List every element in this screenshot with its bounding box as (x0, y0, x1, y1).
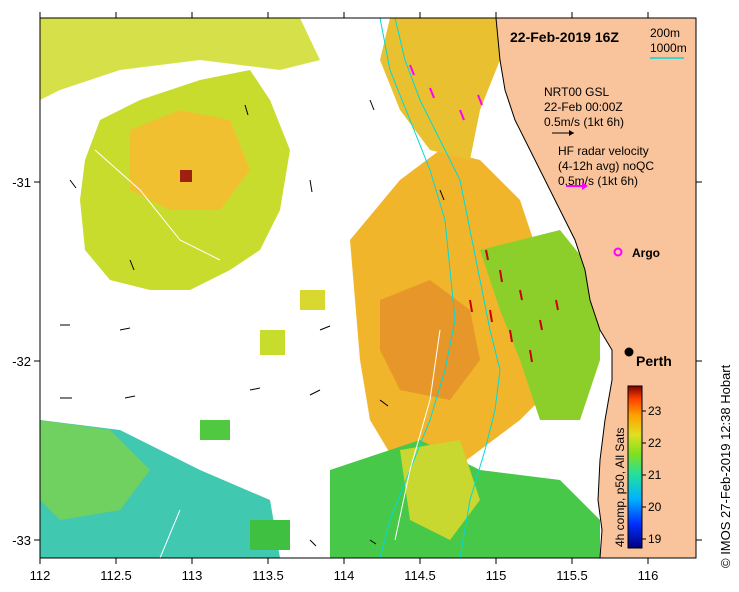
radar-vectors (469, 249, 559, 363)
x-tick: 116 (638, 568, 659, 583)
radar-legend-line2: (4-12h avg) noQC (558, 159, 654, 173)
plot-frame (39, 17, 697, 559)
x-tick: 113 (182, 568, 203, 583)
x-tick: 115 (486, 568, 507, 583)
colorbar-tick: 22 (648, 436, 662, 450)
sst-patch-coastal-north (380, 18, 500, 160)
colorbar-tick: 20 (648, 500, 662, 514)
radar-legend-line3: 0.5m/s (1kt 6h) (558, 174, 638, 188)
colorbar (627, 385, 643, 549)
y-tick: -31 (12, 175, 31, 190)
perth-marker[interactable] (624, 347, 634, 357)
credit-text: © IMOS 27-Feb-2019 12:38 Hobart (718, 364, 733, 568)
x-axis-labels: 112 112.5 113 113.5 114 114.5 115 115.5 … (30, 568, 659, 583)
x-tick: 112.5 (100, 568, 132, 583)
y-tick: -32 (12, 354, 31, 369)
colorbar-ticks (642, 410, 646, 540)
contour-1000m (379, 18, 456, 558)
sst-patch-south-warm (400, 440, 480, 540)
map-title: 22-Feb-2019 16Z (510, 29, 619, 45)
radar-legend-line1: HF radar velocity (558, 144, 649, 158)
argo-label: Argo (632, 246, 660, 260)
contour-legend-1000m: 1000m (650, 41, 687, 55)
colorbar-label: 4h comp, p50, All Sats (613, 428, 627, 547)
x-tick: 115.5 (556, 568, 588, 583)
current-legend-line2: 22-Feb 00:00Z (544, 100, 623, 114)
sst-patch-southwest-green (40, 420, 150, 520)
argo-marker[interactable] (613, 247, 623, 257)
model-vectors (60, 99, 445, 547)
sst-field (40, 18, 600, 558)
x-tick: 114.5 (404, 568, 436, 583)
y-tick: -33 (12, 533, 31, 548)
colorbar-tick: 21 (648, 468, 662, 482)
colorbar-tick: 23 (648, 404, 662, 418)
tick-marks (34, 12, 702, 564)
land (495, 18, 696, 558)
x-tick: 112 (30, 568, 51, 583)
radar-vectors-magenta (409, 64, 483, 121)
current-legend-line1: NRT00 GSL (544, 85, 609, 99)
contour-legend-200m: 200m (650, 26, 680, 40)
x-tick: 113.5 (252, 568, 284, 583)
sst-patch-northwest-warm (130, 110, 250, 210)
perth-label: Perth (636, 353, 672, 369)
y-axis-labels: -31 -32 -33 (12, 175, 31, 548)
sst-patch-top-left (40, 18, 320, 100)
current-legend-line3: 0.5m/s (1kt 6h) (544, 115, 624, 129)
contour-200m (394, 18, 501, 558)
colorbar-tick: 19 (648, 532, 662, 546)
sst-patch-central-hot (380, 280, 480, 400)
x-tick: 114 (334, 568, 355, 583)
colorbar-tick-labels: 23 22 21 20 19 (648, 404, 662, 546)
